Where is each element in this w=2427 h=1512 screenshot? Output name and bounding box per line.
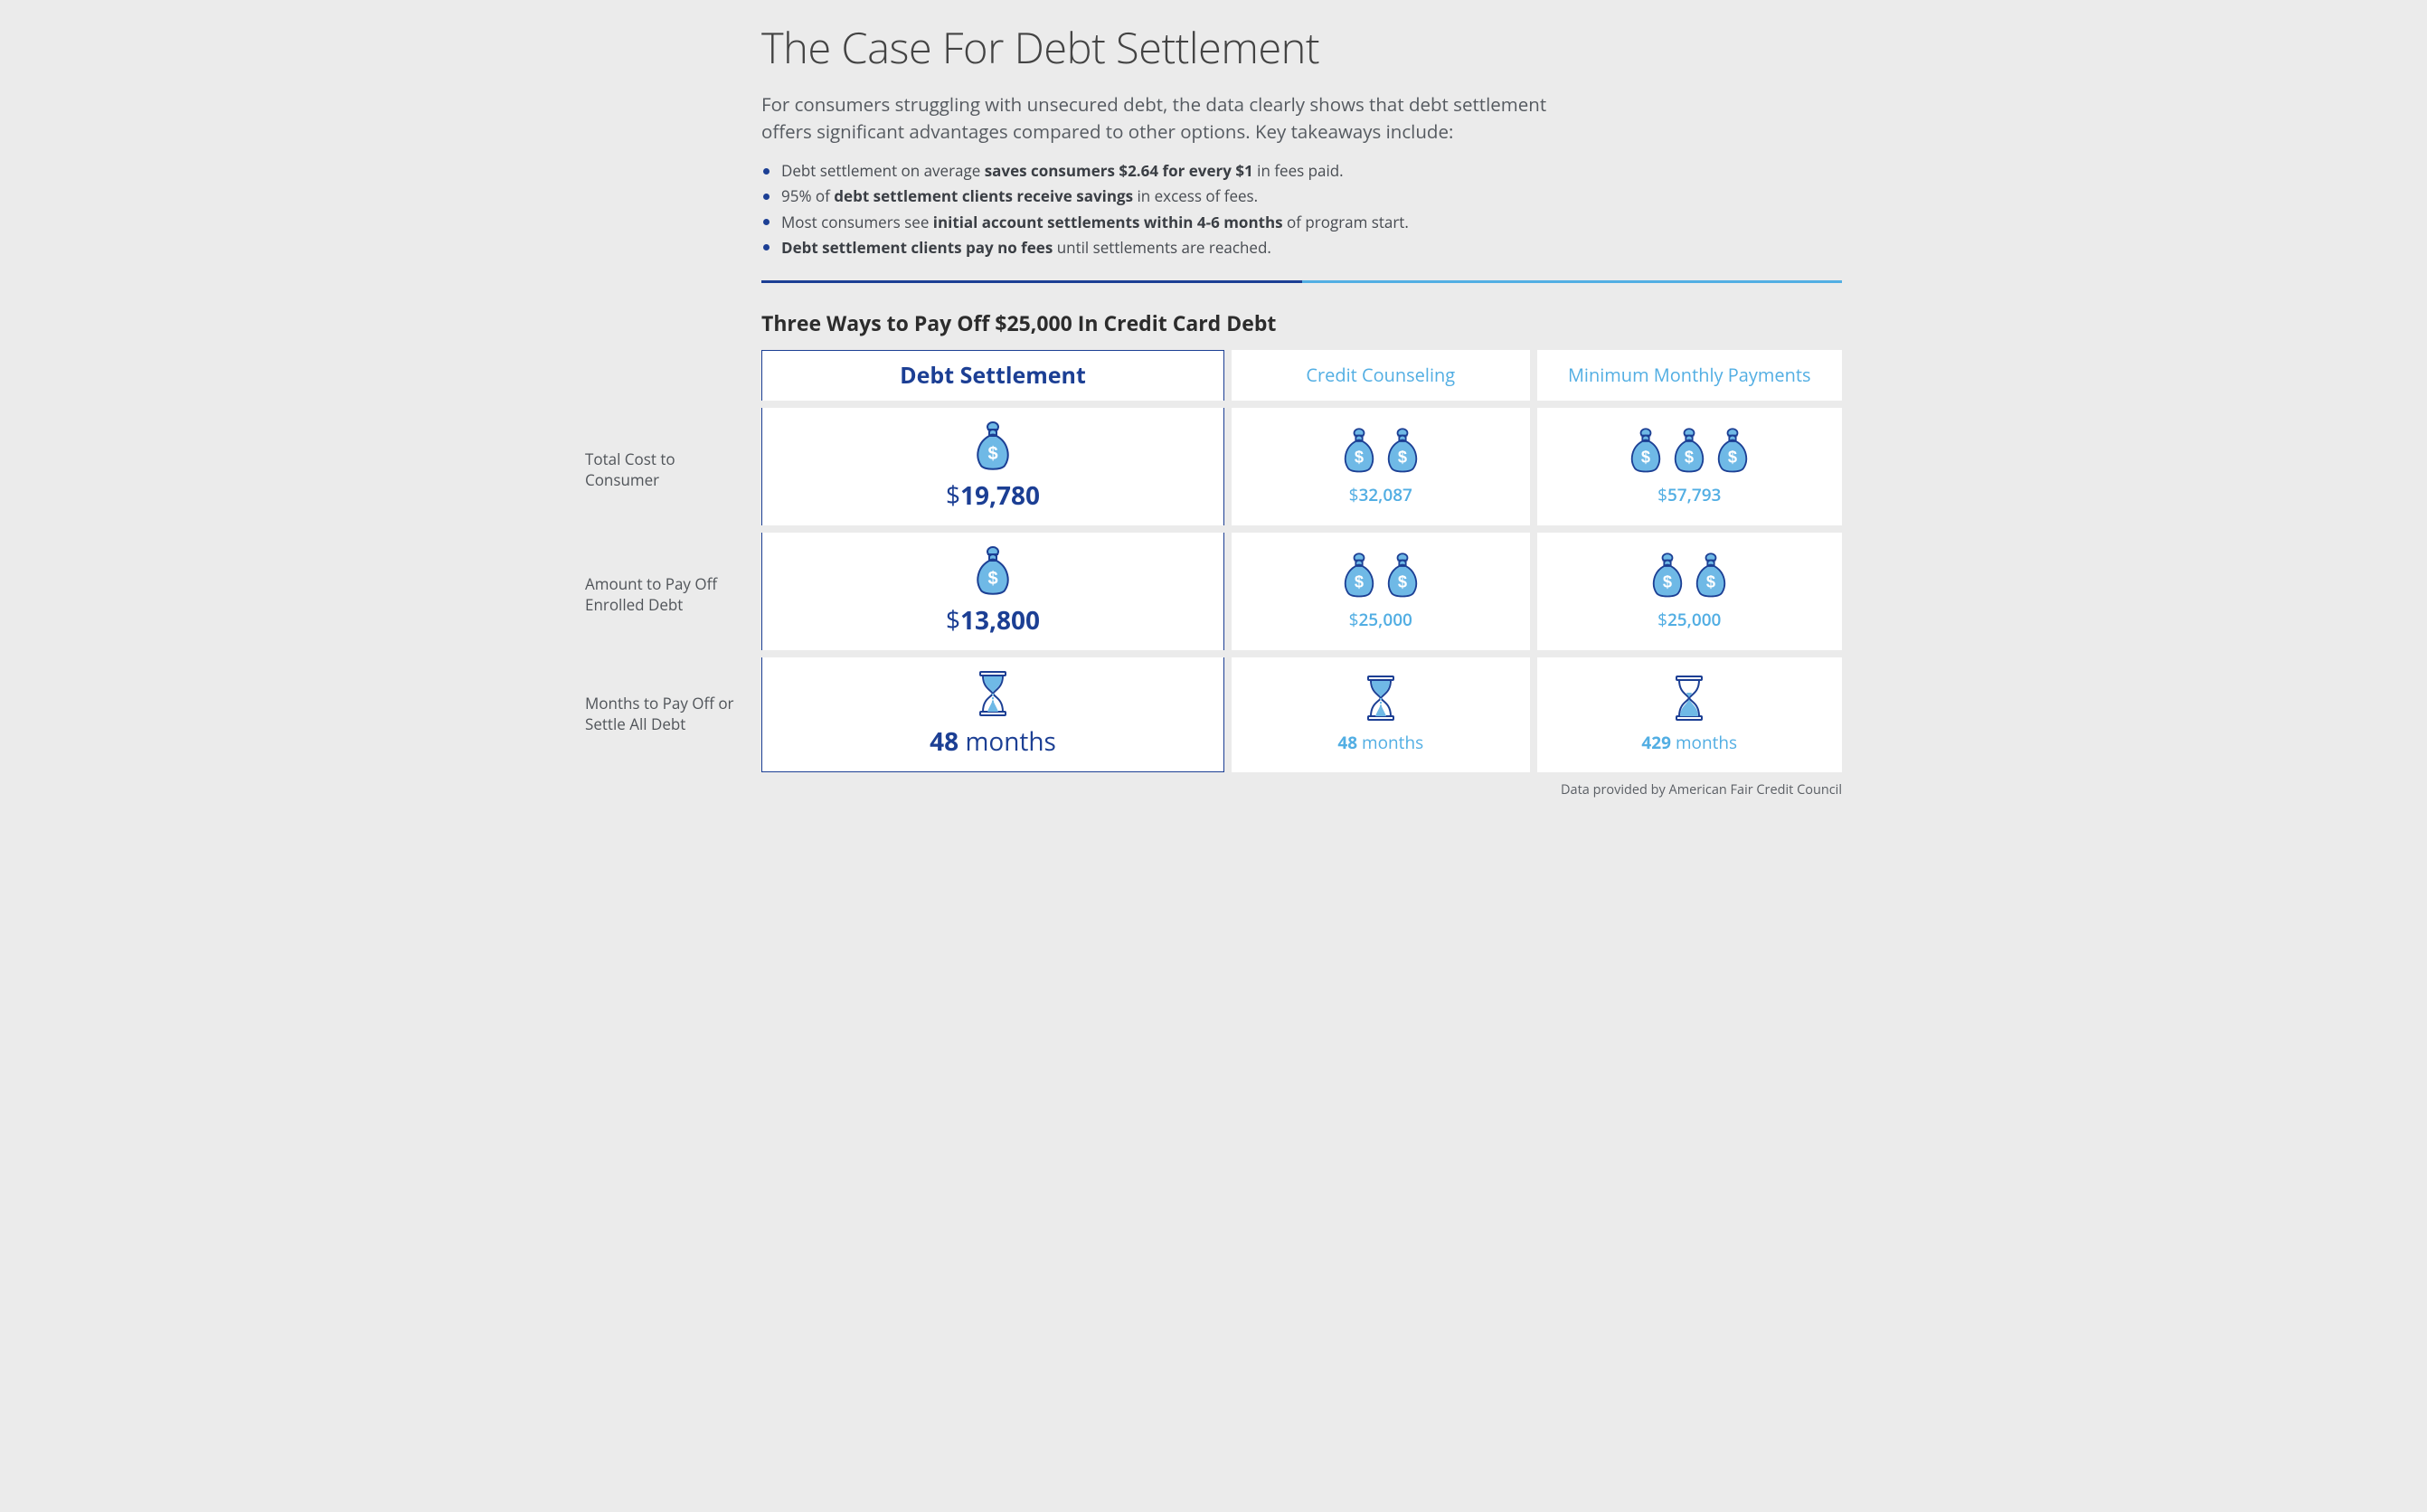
moneybag-icon — [1340, 427, 1378, 474]
table-title: Three Ways to Pay Off $25,000 In Credit … — [585, 308, 1842, 337]
moneybag-icon — [1627, 427, 1665, 474]
hourglass-icon — [973, 670, 1013, 717]
row-label-months: Months to Pay Off or Settle All Debt — [585, 657, 761, 772]
cell-months-credit-counseling: 48 months — [1232, 657, 1530, 772]
moneybag-icon — [972, 545, 1014, 596]
data-attribution: Data provided by American Fair Credit Co… — [585, 781, 1842, 799]
col-header-debt-settlement: Debt Settlement — [761, 350, 1224, 401]
cell-amount-min-payments: $25,000 — [1537, 533, 1843, 650]
comparison-table: Debt Settlement Credit Counseling Minimu… — [585, 350, 1842, 772]
cell-total-cost-debt-settlement: $19,780 — [761, 408, 1224, 525]
takeaway-item: Debt settlement clients pay no fees unti… — [761, 235, 1842, 260]
row-label-amount-payoff: Amount to Pay Off Enrolled Debt — [585, 533, 761, 657]
moneybag-icon — [1714, 427, 1752, 474]
cell-total-cost-credit-counseling: $32,087 — [1232, 408, 1530, 525]
takeaway-item: Most consumers see initial account settl… — [761, 210, 1842, 235]
takeaway-item: 95% of debt settlement clients receive s… — [761, 184, 1842, 209]
moneybag-icon — [1340, 552, 1378, 599]
moneybag-icon — [972, 421, 1014, 471]
takeaway-item: Debt settlement on average saves consume… — [761, 158, 1842, 184]
cell-amount-credit-counseling: $25,000 — [1232, 533, 1530, 650]
moneybag-icon — [1670, 427, 1708, 474]
hourglass-icon — [1669, 675, 1709, 722]
moneybag-icon — [1383, 552, 1421, 599]
moneybag-icon — [1383, 427, 1421, 474]
takeaway-list: Debt settlement on average saves consume… — [761, 158, 1842, 260]
col-header-min-payments: Minimum Monthly Payments — [1537, 350, 1843, 401]
cell-amount-debt-settlement: $13,800 — [761, 533, 1224, 650]
moneybag-icon — [1692, 552, 1730, 599]
lead-text: For consumers struggling with unsecured … — [761, 92, 1593, 146]
section-divider — [761, 280, 1842, 283]
row-label-total-cost: Total Cost to Consumer — [585, 408, 761, 533]
moneybag-icon — [1648, 552, 1686, 599]
cell-total-cost-min-payments: $57,793 — [1537, 408, 1843, 525]
col-header-credit-counseling: Credit Counseling — [1232, 350, 1530, 401]
page-title: The Case For Debt Settlement — [761, 18, 1842, 76]
cell-months-min-payments: 429 months — [1537, 657, 1843, 772]
hourglass-icon — [1361, 675, 1401, 722]
cell-months-debt-settlement: 48 months — [761, 657, 1224, 772]
